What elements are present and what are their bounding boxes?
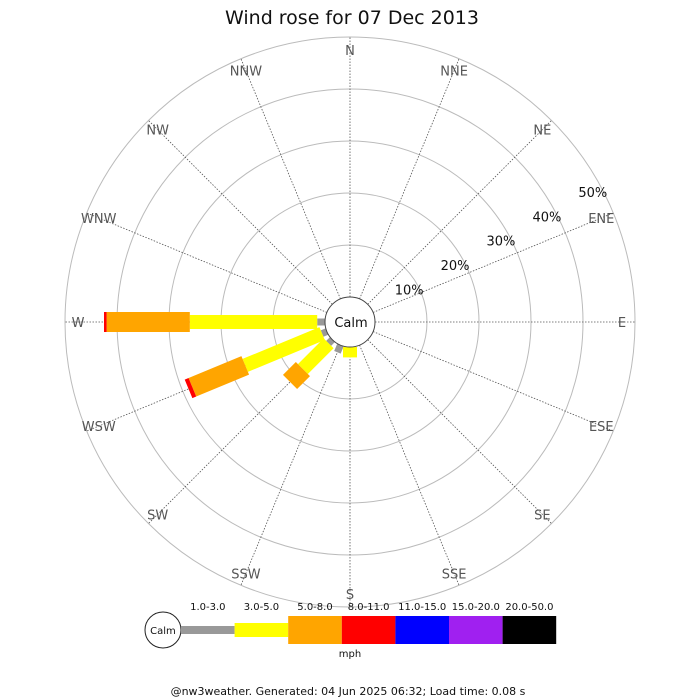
bar-segment-sw-3.0-5.0 xyxy=(297,338,334,375)
spoke-ese xyxy=(372,331,614,432)
legend-swatch-5.0-8.0 xyxy=(288,616,342,644)
calm-label: Calm xyxy=(334,316,367,331)
direction-label-sw: SW xyxy=(147,508,168,523)
direction-label-nnw: NNW xyxy=(230,65,262,80)
bar-segment-ssw-1.0-3.0 xyxy=(334,343,344,354)
direction-label-ssw: SSW xyxy=(231,567,261,582)
direction-label-wsw: WSW xyxy=(82,420,116,435)
direction-label-s: S xyxy=(346,588,354,603)
footer-text: @nw3weather. Generated: 04 Jun 2025 06:3… xyxy=(171,685,526,698)
bar-segment-wsw-5.0-8.0 xyxy=(188,356,250,397)
spoke-ene xyxy=(372,212,614,313)
ring-label-40: 40% xyxy=(532,210,561,225)
direction-label-ese: ESE xyxy=(589,420,614,435)
speed-legend: Calm 1.0-3.0 3.0-5.0 5.0-8.0 8.0-11.0 11.0-1… xyxy=(144,602,557,660)
direction-label-sse: SSE xyxy=(442,567,467,582)
bar-segment-s-3.0-5.0 xyxy=(343,347,357,358)
direction-spokes: N NNE NE ENE E ESE SE SSE S SSW SW WSW W WNW NW NNW xyxy=(65,37,635,607)
direction-label-nw: NW xyxy=(146,124,169,139)
bar-segment-w-8.0-11.0 xyxy=(104,312,107,332)
ring-label-30: 30% xyxy=(487,235,516,250)
calm-center: Calm xyxy=(324,296,376,348)
legend-label-3.0-5.0: 3.0-5.0 xyxy=(244,602,279,613)
bar-sw xyxy=(282,337,335,390)
bar-segment-w-5.0-8.0 xyxy=(106,312,190,332)
bar-segment-wsw-3.0-5.0 xyxy=(242,327,325,372)
legend-calm-label: Calm xyxy=(150,626,176,637)
chart-title: Wind rose for 07 Dec 2013 xyxy=(225,7,479,29)
bar-segment-w-1.0-3.0 xyxy=(317,318,325,326)
bar-w xyxy=(104,312,325,332)
legend-swatch-11.0-15.0 xyxy=(395,616,449,644)
bar-ssw xyxy=(334,343,344,354)
legend-label-11.0-15.0: 11.0-15.0 xyxy=(398,602,446,613)
direction-label-nne: NNE xyxy=(440,65,468,80)
legend-label-20.0-50.0: 20.0-50.0 xyxy=(505,602,553,613)
spoke-sse xyxy=(359,344,460,586)
ring-50 xyxy=(64,36,636,608)
ring-label-10: 10% xyxy=(395,284,424,299)
legend-swatch-20.0-50.0 xyxy=(502,616,557,644)
spoke-ssw xyxy=(240,344,341,586)
legend-swatch-1.0-3.0 xyxy=(181,626,235,634)
direction-label-ene: ENE xyxy=(588,212,614,227)
spoke-ne xyxy=(367,120,552,305)
bar-wsw xyxy=(184,327,329,399)
spoke-wnw xyxy=(86,212,328,313)
bar-segment-w-3.0-5.0 xyxy=(189,315,318,329)
ring-label-50: 50% xyxy=(578,186,607,201)
ring-labels: 10% 20% 30% 40% 50% xyxy=(395,186,608,299)
bar-s xyxy=(343,347,357,358)
calm-circle xyxy=(324,296,376,348)
legend-label-1.0-3.0: 1.0-3.0 xyxy=(190,602,225,613)
wind-bars xyxy=(104,312,357,399)
direction-label-w: W xyxy=(72,316,85,331)
spoke-nnw xyxy=(240,58,341,300)
bar-segment-wsw-8.0-11.0 xyxy=(184,378,197,399)
legend-unit: mph xyxy=(339,649,361,660)
legend-swatch-3.0-5.0 xyxy=(234,623,289,637)
bar-segment-sw-1.0-3.0 xyxy=(326,337,335,346)
direction-label-se: SE xyxy=(534,508,550,523)
direction-label-e: E xyxy=(618,316,626,331)
legend-swatch-15.0-20.0 xyxy=(449,616,503,644)
spoke-se xyxy=(367,339,552,524)
spoke-nne xyxy=(359,58,460,300)
spoke-nw xyxy=(148,120,333,305)
direction-label-n: N xyxy=(345,44,355,59)
legend-swatch-8.0-11.0 xyxy=(341,616,396,644)
direction-label-ne: NE xyxy=(533,124,551,139)
legend-label-8.0-11.0: 8.0-11.0 xyxy=(348,602,390,613)
legend-label-15.0-20.0: 15.0-20.0 xyxy=(452,602,500,613)
direction-label-wnw: WNW xyxy=(81,212,117,227)
legend-label-5.0-8.0: 5.0-8.0 xyxy=(297,602,332,613)
bar-segment-sw-5.0-8.0 xyxy=(282,362,310,390)
ring-label-20: 20% xyxy=(441,259,470,274)
